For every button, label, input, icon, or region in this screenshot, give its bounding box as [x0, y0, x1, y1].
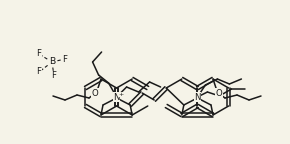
- Text: F: F: [52, 72, 57, 80]
- Text: O: O: [92, 89, 98, 97]
- Text: N: N: [194, 92, 201, 102]
- Text: F: F: [63, 54, 68, 64]
- Text: +: +: [118, 91, 123, 96]
- Text: F: F: [37, 68, 41, 76]
- Text: B: B: [49, 57, 55, 67]
- Text: F: F: [37, 50, 41, 58]
- Text: O: O: [216, 89, 222, 97]
- Text: N: N: [113, 92, 120, 102]
